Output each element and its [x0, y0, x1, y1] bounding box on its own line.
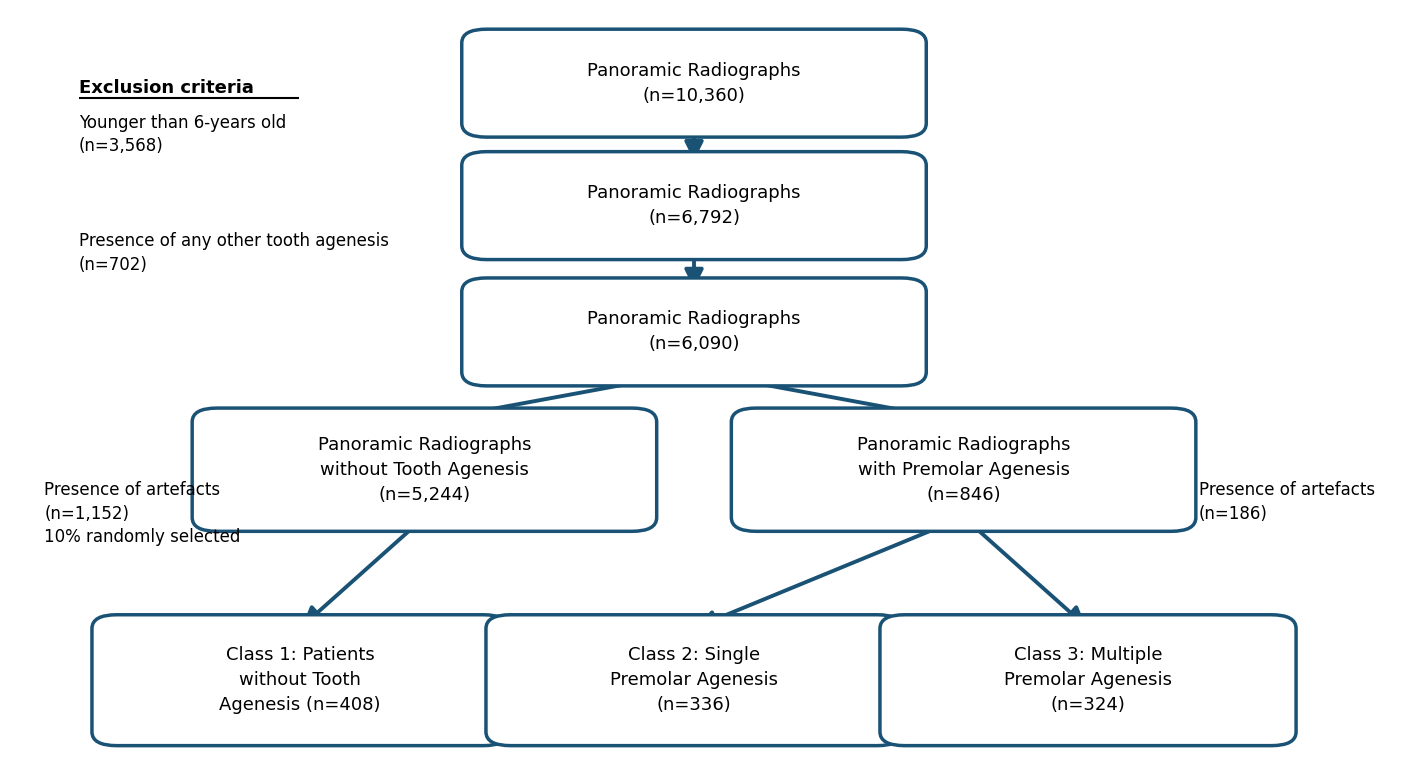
Text: Class 2: Single
Premolar Agenesis
(n=336): Class 2: Single Premolar Agenesis (n=336…	[610, 646, 777, 714]
FancyBboxPatch shape	[462, 29, 926, 137]
Text: Exclusion criteria: Exclusion criteria	[79, 79, 253, 97]
Text: Class 1: Patients
without Tooth
Agenesis (n=408): Class 1: Patients without Tooth Agenesis…	[219, 646, 381, 714]
FancyBboxPatch shape	[879, 614, 1296, 746]
FancyBboxPatch shape	[486, 614, 902, 746]
FancyBboxPatch shape	[193, 408, 657, 531]
Text: Panoramic Radiographs
without Tooth Agenesis
(n=5,244): Panoramic Radiographs without Tooth Agen…	[317, 436, 531, 503]
Text: Panoramic Radiographs
(n=6,792): Panoramic Radiographs (n=6,792)	[588, 184, 801, 227]
Text: Presence of any other tooth agenesis
(n=702): Presence of any other tooth agenesis (n=…	[79, 232, 389, 274]
FancyBboxPatch shape	[462, 152, 926, 260]
FancyBboxPatch shape	[731, 408, 1197, 531]
FancyBboxPatch shape	[462, 278, 926, 386]
Text: Panoramic Radiographs
with Premolar Agenesis
(n=846): Panoramic Radiographs with Premolar Agen…	[857, 436, 1070, 503]
Text: Presence of artefacts
(n=186): Presence of artefacts (n=186)	[1198, 481, 1375, 523]
Text: Presence of artefacts
(n=1,152)
10% randomly selected: Presence of artefacts (n=1,152) 10% rand…	[44, 481, 241, 547]
FancyBboxPatch shape	[92, 614, 508, 746]
Text: Panoramic Radiographs
(n=6,090): Panoramic Radiographs (n=6,090)	[588, 311, 801, 353]
Text: Panoramic Radiographs
(n=10,360): Panoramic Radiographs (n=10,360)	[588, 62, 801, 105]
Text: Class 3: Multiple
Premolar Agenesis
(n=324): Class 3: Multiple Premolar Agenesis (n=3…	[1004, 646, 1172, 714]
Text: Younger than 6-years old
(n=3,568): Younger than 6-years old (n=3,568)	[79, 114, 286, 156]
